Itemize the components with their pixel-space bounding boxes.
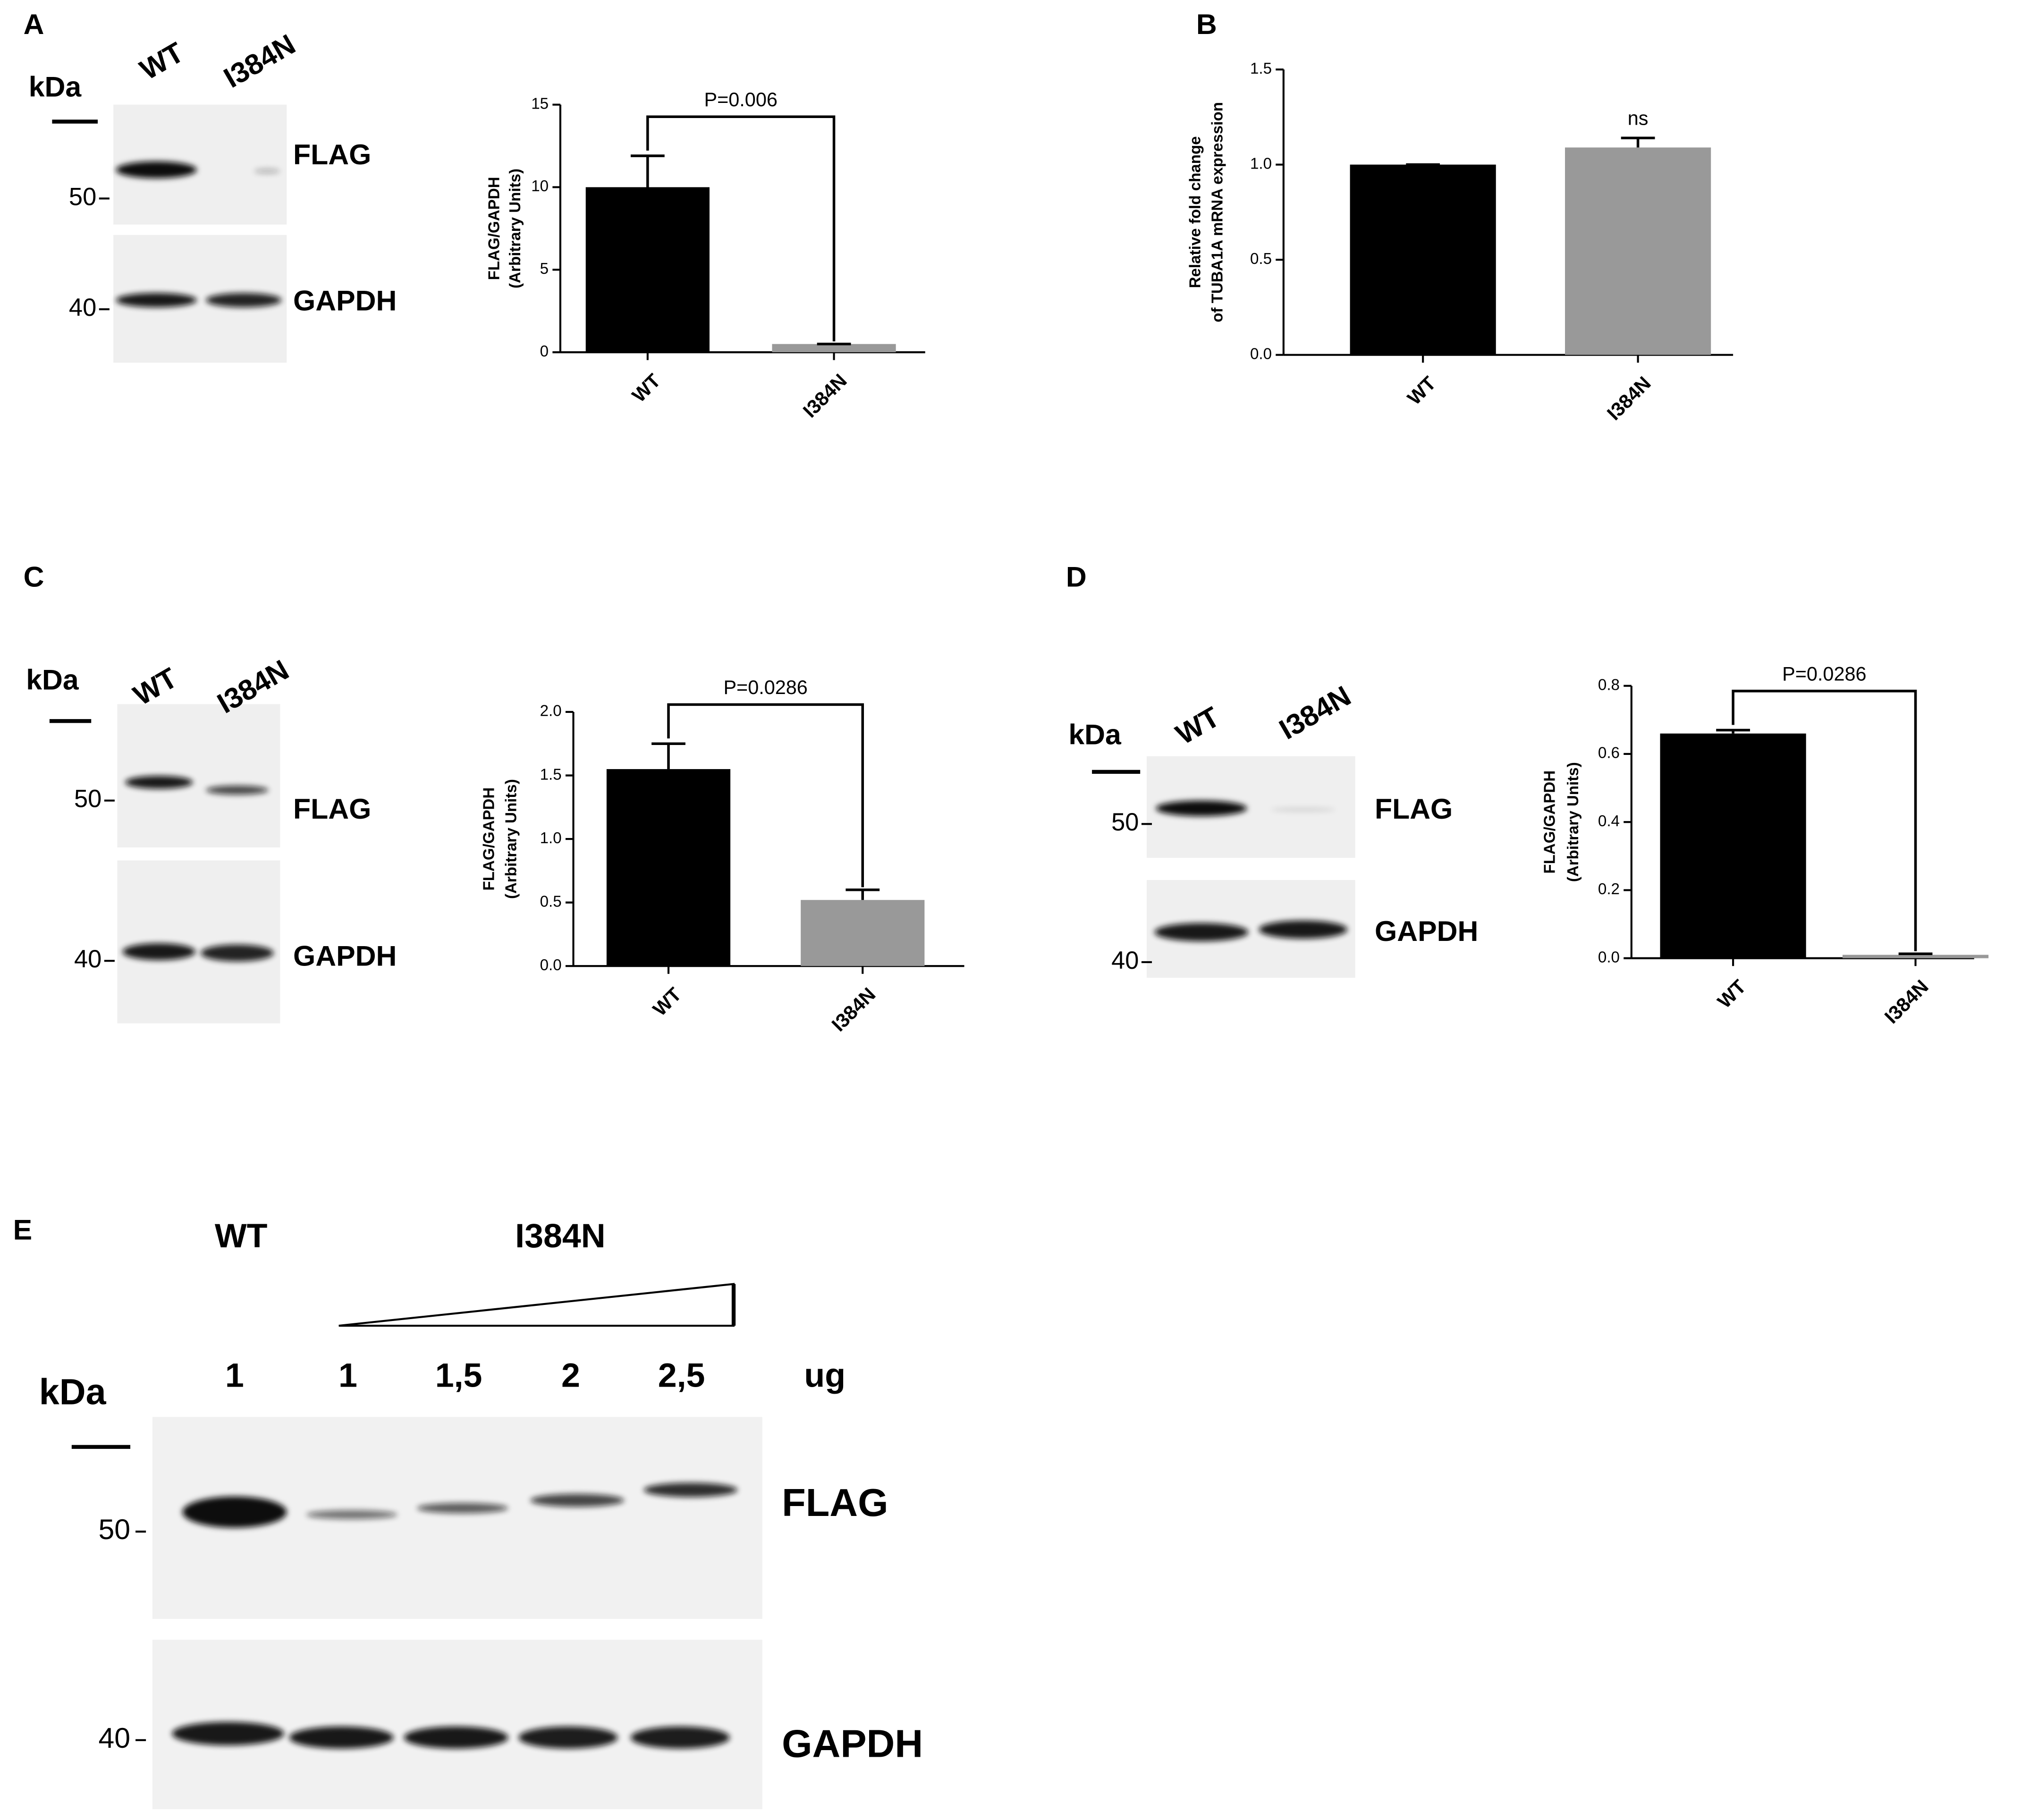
band-label: FLAG [293, 793, 371, 825]
amount-label: 2,5 [658, 1356, 705, 1394]
panel-label: A [24, 8, 44, 40]
bar [1660, 733, 1806, 958]
marker-label: 40 [98, 1722, 130, 1754]
marker-label: 40 [1111, 947, 1139, 974]
band [530, 1494, 625, 1507]
group-label: I384N [515, 1217, 605, 1255]
band [122, 943, 196, 960]
marker-label: 40 [69, 294, 96, 322]
y-tick-label: 0.0 [1250, 345, 1272, 363]
significance-bracket [646, 115, 836, 342]
y-axis-label: FLAG/GAPDH [486, 177, 503, 280]
band [206, 293, 282, 307]
band [206, 785, 269, 795]
blot-membrane [117, 704, 280, 848]
bar [585, 187, 710, 353]
marker-label: 50 [74, 786, 101, 813]
panel-label: E [13, 1213, 33, 1245]
y-axis-label: (Arbitrary Units) [503, 779, 520, 899]
y-axis-label: (Arbitrary Units) [1564, 762, 1582, 882]
band [518, 1726, 618, 1749]
band-label: FLAG [1375, 793, 1453, 825]
y-tick-label: 0 [540, 343, 549, 360]
y-tick-label: 0.0 [1598, 948, 1620, 966]
band [1156, 800, 1247, 816]
blot-membrane [117, 860, 280, 1024]
amount-label: 1 [338, 1356, 357, 1394]
band-label: GAPDH [293, 940, 397, 972]
band-label: FLAG [782, 1481, 888, 1524]
band [116, 161, 197, 178]
band [182, 1496, 287, 1528]
panel-label: B [1196, 8, 1217, 40]
band [201, 944, 274, 962]
amount-label: 1 [225, 1356, 244, 1394]
bar [801, 900, 925, 966]
bar [1842, 955, 1989, 958]
marker-label: 50 [69, 183, 96, 211]
y-tick-label: 10 [531, 178, 549, 195]
annotation: P=0.0286 [1782, 663, 1866, 685]
bar [1350, 164, 1496, 355]
y-tick-label: 5 [540, 260, 549, 278]
band [172, 1722, 284, 1745]
group-label: WT [215, 1217, 268, 1255]
annotation: P=0.0286 [723, 677, 807, 698]
band [289, 1726, 394, 1749]
band [125, 776, 193, 789]
band [643, 1482, 738, 1497]
band [1270, 807, 1336, 812]
y-tick-label: 0.5 [540, 893, 562, 910]
unit-label: kDa [29, 71, 82, 103]
significance-bracket [667, 703, 864, 888]
unit-label: kDa [39, 1372, 107, 1413]
bar [606, 769, 731, 966]
amount-label: 1,5 [435, 1356, 482, 1394]
unit-label: kDa [1068, 718, 1122, 750]
annotation: P=0.006 [704, 89, 778, 110]
band [116, 293, 197, 307]
marker-label: 40 [74, 946, 101, 973]
y-tick-label: 1.0 [540, 830, 562, 847]
marker-label: 50 [1111, 809, 1139, 836]
amount-label: 2 [561, 1356, 580, 1394]
y-tick-label: 0.8 [1598, 676, 1620, 694]
panel-label: D [1066, 560, 1087, 593]
y-tick-label: 15 [531, 95, 549, 112]
y-axis-label: Relative fold change [1187, 136, 1204, 288]
y-tick-label: 0.6 [1598, 745, 1620, 762]
y-axis-label: FLAG/GAPDH [1541, 770, 1558, 874]
y-tick-label: 1.0 [1250, 155, 1272, 172]
y-tick-label: 0.0 [540, 957, 562, 974]
band-label: GAPDH [293, 284, 397, 316]
bar [1565, 147, 1711, 355]
y-axis-label: of TUBA1A mRNA expression [1209, 102, 1226, 322]
y-tick-label: 1.5 [1250, 60, 1272, 77]
significance-bracket [1732, 689, 1917, 951]
bar [772, 344, 896, 353]
y-tick-label: 2.0 [540, 703, 562, 720]
unit-label: kDa [26, 664, 79, 696]
y-tick-label: 0.5 [1250, 250, 1272, 268]
band [254, 168, 280, 174]
panel-label: C [24, 560, 44, 593]
annotation: ns [1628, 108, 1649, 129]
y-tick-label: 0.2 [1598, 880, 1620, 898]
amount-unit: ug [804, 1356, 846, 1394]
band [1154, 923, 1249, 941]
marker-label: 50 [98, 1513, 130, 1545]
band [417, 1503, 508, 1514]
band [1259, 920, 1348, 939]
band [630, 1726, 730, 1749]
band-label: FLAG [293, 138, 371, 170]
band [404, 1726, 508, 1749]
y-axis-label: FLAG/GAPDH [481, 787, 498, 891]
band-label: GAPDH [782, 1721, 923, 1765]
y-axis-label: (Arbitrary Units) [507, 169, 524, 288]
y-tick-label: 1.5 [540, 766, 562, 783]
band [306, 1510, 397, 1519]
band-label: GAPDH [1375, 915, 1478, 947]
y-tick-label: 0.4 [1598, 813, 1620, 830]
